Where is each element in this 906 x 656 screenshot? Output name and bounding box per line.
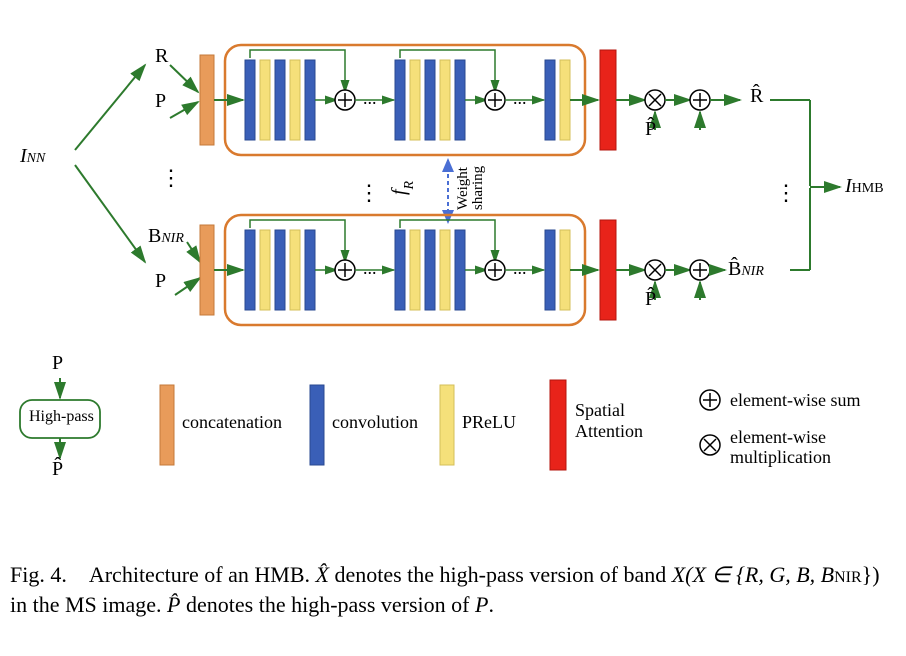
architecture-diagram: ... ... ⋮ ⋮ ⋮ fR Weight sharing <box>0 0 906 560</box>
legend-prelu: PReLU <box>462 412 516 433</box>
label-phat-bot: P̂ <box>645 288 656 311</box>
legend-sum: element-wise sum <box>730 390 860 411</box>
label-r: R <box>155 45 168 68</box>
label-bnirhat: B̂NIR <box>728 258 764 281</box>
legend-highpass: High-pass <box>29 408 94 426</box>
legend-conv: convolution <box>332 412 418 433</box>
svg-text:...: ... <box>513 88 527 108</box>
svg-text:⋮: ⋮ <box>160 165 182 190</box>
svg-text:sharing: sharing <box>470 165 486 210</box>
svg-text:fR: fR <box>388 180 417 195</box>
label-p-bot: P <box>155 270 166 293</box>
label-ihmb: IHMB <box>845 175 884 198</box>
label-inn: INN <box>20 145 45 168</box>
label-bnir: BNIR <box>148 225 184 248</box>
svg-text:⋮: ⋮ <box>775 180 797 205</box>
label-p-top: P <box>155 90 166 113</box>
label-phat-top: P̂ <box>645 118 656 141</box>
legend-p-out: P̂ <box>52 458 63 481</box>
svg-text:...: ... <box>513 258 527 278</box>
legend-concat: concatenation <box>182 412 282 433</box>
legend-attn: Spatial Attention <box>575 400 643 442</box>
svg-text:...: ... <box>363 258 377 278</box>
svg-text:...: ... <box>363 88 377 108</box>
diagram-svg: ... ... ⋮ ⋮ ⋮ fR Weight sharing <box>0 0 906 560</box>
svg-text:Weight: Weight <box>455 166 471 210</box>
legend-p-in: P <box>52 352 63 375</box>
label-rhat: R̂ <box>750 85 763 108</box>
legend-mul: element-wise multiplication <box>730 428 831 468</box>
svg-text:⋮: ⋮ <box>358 180 380 205</box>
figure-caption: Fig. 4. Architecture of an HMB. X̂ denot… <box>10 560 896 619</box>
